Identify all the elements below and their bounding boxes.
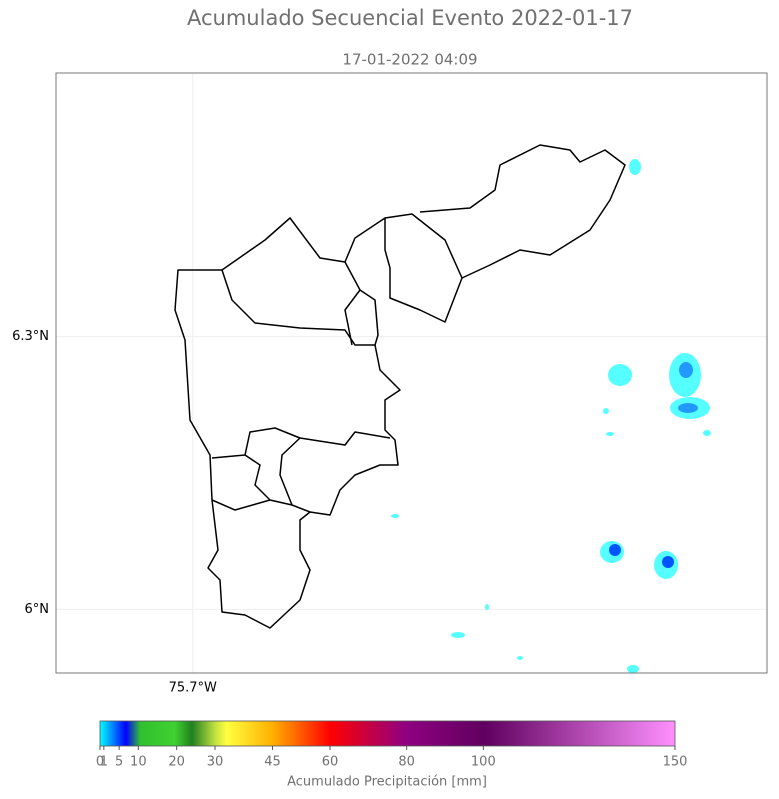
colorbar-tick-label: 1: [100, 755, 108, 770]
colorbar-tick-label: 150: [663, 755, 688, 770]
boundary: [344, 213, 463, 323]
rain-cell: [703, 430, 711, 436]
colorbar-tick-label: 5: [115, 755, 123, 770]
colorbar: [99, 720, 676, 747]
boundary: [359, 289, 379, 346]
colorbar-tick-label: 30: [207, 755, 224, 770]
boundary: [211, 427, 391, 459]
colorbar-tick-label: 10: [130, 755, 147, 770]
colorbar-tick-label: 20: [168, 755, 185, 770]
map-subtitle: 17-01-2022 04:09: [342, 51, 477, 69]
boundary: [211, 499, 311, 513]
rain-cell: [679, 362, 693, 378]
colorbar-label: Acumulado Precipitación [mm]: [287, 775, 487, 790]
rain-cell: [627, 665, 639, 673]
rain-cell: [391, 514, 399, 518]
rain-cell: [451, 632, 465, 638]
lat-tick-label: 6°N: [25, 602, 50, 617]
rain-cell: [485, 604, 489, 610]
rain-cell: [603, 408, 609, 414]
rain-cell: [662, 556, 674, 568]
boundary: [244, 437, 301, 506]
rain-cell: [517, 656, 523, 660]
rain-cell: [678, 403, 698, 413]
colorbar-tick-label: 60: [322, 755, 339, 770]
precipitation: [391, 159, 711, 673]
map-title: Acumulado Secuencial Evento 2022-01-17: [187, 6, 633, 30]
boundary: [221, 217, 361, 346]
rain-cell: [609, 544, 621, 556]
boundary: [419, 144, 626, 279]
colorbar-ticks: 01 5 10 20 30 45 60 80 100 150: [96, 746, 688, 770]
boundaries: [174, 144, 626, 629]
colorbar-tick-label: 0: [96, 755, 104, 770]
map-frame: [55, 72, 768, 674]
colorbar-tick-label: 45: [264, 755, 281, 770]
graticule: [56, 73, 767, 673]
rain-cell: [606, 432, 614, 436]
lon-tick-label: 75.7°W: [169, 681, 217, 696]
colorbar-tick-label: 100: [471, 755, 496, 770]
lat-tick-label: 6.3°N: [12, 329, 49, 344]
rain-cell: [608, 364, 632, 386]
colorbar-tick-label: 80: [398, 755, 415, 770]
rain-cell: [629, 159, 641, 175]
